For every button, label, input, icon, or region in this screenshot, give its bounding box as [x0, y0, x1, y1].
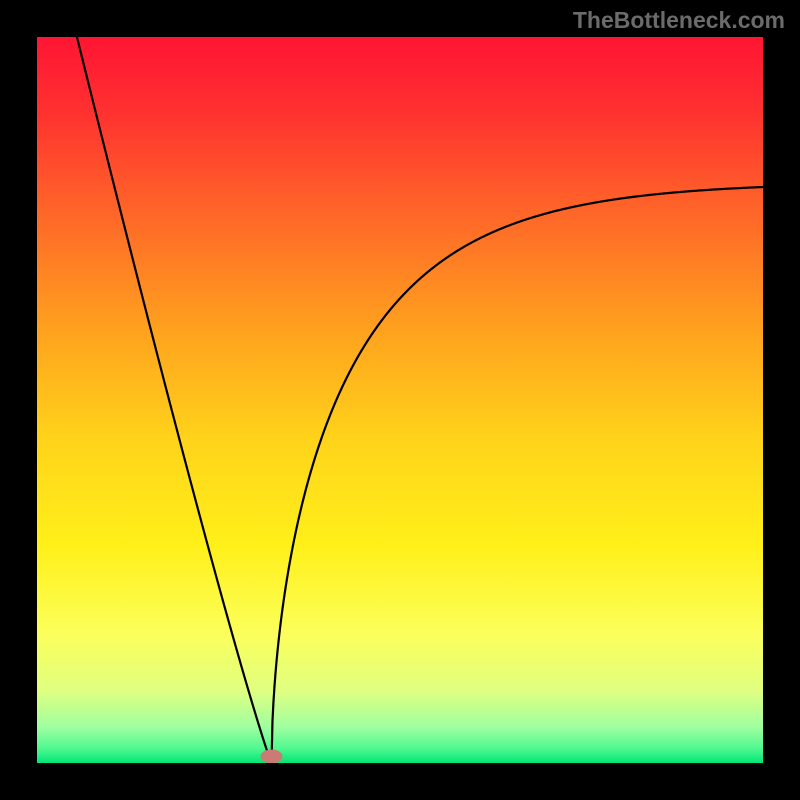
optimal-point-marker — [260, 749, 282, 763]
chart-background — [37, 37, 763, 763]
bottleneck-chart — [37, 37, 763, 763]
chart-frame: TheBottleneck.com — [0, 0, 800, 800]
watermark-text: TheBottleneck.com — [573, 7, 785, 34]
